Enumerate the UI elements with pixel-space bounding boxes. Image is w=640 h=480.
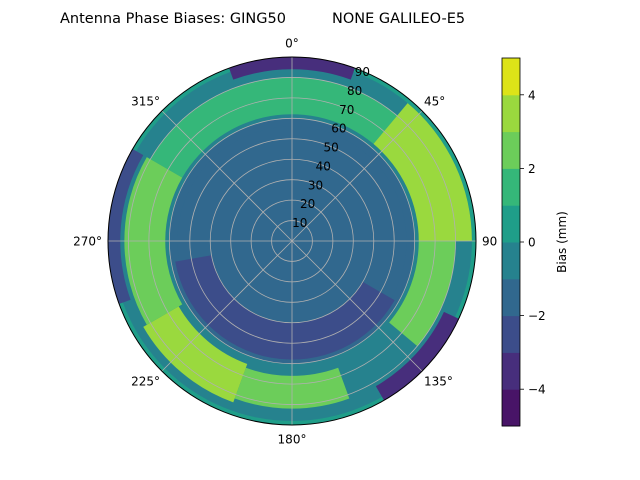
radial-tick-label: 30 <box>308 178 323 192</box>
contour-region-5 <box>375 311 459 401</box>
colorbar-label: Bias (mm) <box>555 211 569 273</box>
colorbar-tick-label: 2 <box>528 162 536 176</box>
azimuth-tick-label: 90 <box>482 235 497 249</box>
contour-region-9 <box>108 149 144 304</box>
colorbar-tick-label: 4 <box>528 88 536 102</box>
azimuth-tick-label: 135° <box>424 375 453 389</box>
colorbar-band <box>502 352 520 390</box>
colorbar-band <box>502 131 520 169</box>
colorbar-tick-label: 0 <box>528 236 536 250</box>
colorbar-band <box>502 205 520 243</box>
contour-region-2 <box>150 77 398 178</box>
azimuth-gridline-5 <box>161 240 293 372</box>
azimuth-gridline-3 <box>291 240 423 372</box>
polar-grid <box>108 57 476 425</box>
radial-tick-label: 20 <box>300 197 315 211</box>
colorbar-tick-label: −2 <box>528 309 546 323</box>
radial-tick-label: 10 <box>292 216 307 230</box>
azimuth-tick-label: 180° <box>278 433 307 447</box>
azimuth-tick-label: 315° <box>131 94 160 108</box>
azimuth-tick-label: 0° <box>285 37 299 51</box>
colorbar-tick-label: −4 <box>528 383 546 397</box>
colorbar-band <box>502 278 520 317</box>
radial-tick-labels: 10 20 30 40 50 60 70 80 90 <box>292 65 370 230</box>
azimuth-gridline-7 <box>161 110 293 242</box>
radial-tick-label: 80 <box>347 84 362 98</box>
radial-tick-label: 60 <box>331 122 346 136</box>
colorbar-band <box>502 168 520 206</box>
contour-region-4 <box>389 241 456 347</box>
azimuth-tick-label: 270° <box>73 235 102 249</box>
colorbar: −4 −2 0 2 4 <box>501 57 546 427</box>
colorbar-band <box>502 242 520 280</box>
azimuth-gridline-1 <box>291 110 423 242</box>
polar-frame <box>107 56 477 426</box>
azimuth-tick-label: 45° <box>424 94 445 108</box>
chart-title: Antenna Phase Biases: GING50 NONE GALILE… <box>60 11 465 27</box>
colorbar-band <box>502 58 520 96</box>
radial-tick-label: 90 <box>355 65 370 79</box>
colorbar-band <box>502 94 520 133</box>
polar-plot-area: 0° 45° 90 135° 180° 225° 270° 315° 10 20 30 40 50 60 7… <box>73 37 497 447</box>
radial-tick-label: 50 <box>323 141 338 155</box>
colorbar-band <box>502 389 520 427</box>
contour-region-3 <box>373 103 472 242</box>
colorbar-band <box>502 315 520 353</box>
contour-region-7 <box>143 306 248 403</box>
contour-core-dip <box>175 255 395 360</box>
radial-tick-label: 70 <box>339 103 354 117</box>
azimuth-tick-label: 225° <box>131 375 160 389</box>
radial-tick-label: 40 <box>316 159 331 173</box>
azimuth-tick-labels: 0° 45° 90 135° 180° 225° 270° 315° <box>73 37 497 447</box>
